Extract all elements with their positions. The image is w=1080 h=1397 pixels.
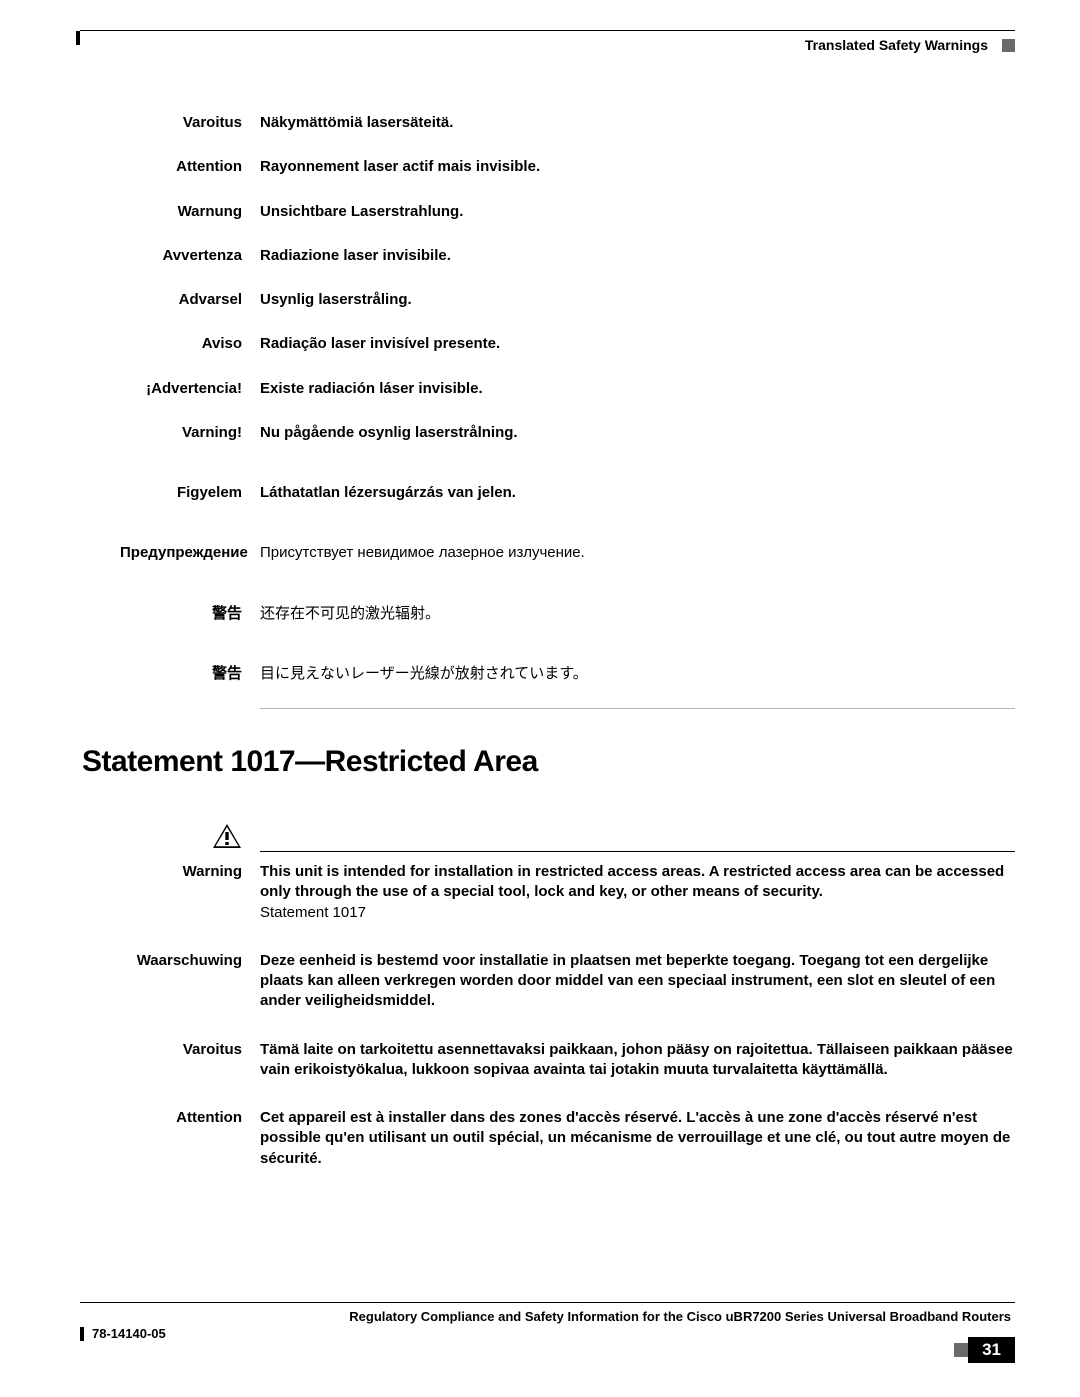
statement-text-main: Cet appareil est à installer dans des zo… <box>260 1109 1010 1167</box>
running-header: Translated Safety Warnings <box>80 37 1015 53</box>
page-number-box: 31 <box>954 1337 1015 1363</box>
statement-row: AttentionCet appareil est à installer da… <box>120 1108 1015 1169</box>
warning-label: Varning! <box>120 423 260 443</box>
footer-doc-id: 78-14140-05 <box>92 1326 166 1341</box>
header-marker-square <box>1002 39 1015 52</box>
warning-row: AvvertenzaRadiazione laser invisibile. <box>120 246 1015 266</box>
statement-label: Varoitus <box>120 1040 260 1060</box>
warning-text: Unsichtbare Laserstrahlung. <box>260 202 1015 222</box>
statement-label: Waarschuwing <box>120 951 260 971</box>
statement-label: Attention <box>120 1108 260 1128</box>
footer-row: Regulatory Compliance and Safety Informa… <box>80 1309 1015 1324</box>
page-number: 31 <box>968 1337 1015 1363</box>
footer-tick <box>80 1327 84 1341</box>
statement-text: Deze eenheid is bestemd voor installatie… <box>260 951 1015 1012</box>
warning-label: ¡Advertencia! <box>120 379 260 399</box>
warning-text: Usynlig laserstråling. <box>260 290 1015 310</box>
warning-row: AdvarselUsynlig laserstråling. <box>120 290 1015 310</box>
statement-row: VaroitusTämä laite on tarkoitettu asenne… <box>120 1040 1015 1081</box>
warning-row: AvisoRadiação laser invisível presente. <box>120 334 1015 354</box>
warning-row: VaroitusNäkymättömiä lasersäteitä. <box>120 113 1015 133</box>
document-page: Translated Safety Warnings VaroitusNäkym… <box>80 30 1015 1357</box>
warning-row: AttentionRayonnement laser actif mais in… <box>120 157 1015 177</box>
warning-row: 警告还存在不可见的激光辐射。 <box>120 604 1015 624</box>
statement-text-main: Deze eenheid is bestemd voor installatie… <box>260 952 995 1010</box>
warning-label: Предупреждение <box>120 543 260 563</box>
statement-text-main: This unit is intended for installation i… <box>260 863 1004 900</box>
warning-label: Avvertenza <box>120 246 260 266</box>
warning-icon-cell <box>120 823 260 854</box>
warning-label: Attention <box>120 157 260 177</box>
warning-row: 警告目に見えないレーザー光線が放射されています。 <box>120 664 1015 684</box>
footer-row-2: 78-14140-05 <box>80 1326 1015 1341</box>
warning-label: Warnung <box>120 202 260 222</box>
warning-row: Varning!Nu pågående osynlig laserstrålni… <box>120 423 1015 443</box>
warning-text: Existe radiación láser invisible. <box>260 379 1015 399</box>
warning-row: ПредупреждениеПрисутствует невидимое лаз… <box>120 543 1015 563</box>
warning-triangle-icon <box>212 823 242 854</box>
top-rule <box>80 30 1015 31</box>
warning-text: Radiação laser invisível presente. <box>260 334 1015 354</box>
statement-note: Statement 1017 <box>260 904 366 921</box>
warning-row: ¡Advertencia!Existe radiación láser invi… <box>120 379 1015 399</box>
warning-row: WarnungUnsichtbare Laserstrahlung. <box>120 202 1015 222</box>
footer-left: 78-14140-05 <box>80 1326 166 1341</box>
page-footer: Regulatory Compliance and Safety Informa… <box>80 1302 1015 1341</box>
warning-text: 目に見えないレーザー光線が放射されています。 <box>260 664 1015 684</box>
warning-text: Láthatatlan lézersugárzás van jelen. <box>260 483 1015 503</box>
warning-label: 警告 <box>120 664 260 684</box>
statement-text: Tämä laite on tarkoitettu asennettavaksi… <box>260 1040 1015 1081</box>
header-section-title: Translated Safety Warnings <box>805 37 988 53</box>
footer-rule <box>80 1302 1015 1303</box>
icon-rule <box>260 851 1015 852</box>
warning-text: Radiazione laser invisibile. <box>260 246 1015 266</box>
warning-label: Figyelem <box>120 483 260 503</box>
page-number-accent <box>954 1343 968 1357</box>
laser-warnings-list: VaroitusNäkymättömiä lasersäteitä. Attent… <box>120 113 1015 684</box>
statement-row: WaarschuwingDeze eenheid is bestemd voor… <box>120 951 1015 1012</box>
statement-text: This unit is intended for installation i… <box>260 862 1015 923</box>
statement-label: Warning <box>120 862 260 882</box>
warning-text: 还存在不可见的激光辐射。 <box>260 604 1015 624</box>
warning-label: Varoitus <box>120 113 260 133</box>
statement-row: WarningThis unit is intended for install… <box>120 862 1015 923</box>
warning-row: FigyelemLáthatatlan lézersugárzás van je… <box>120 483 1015 503</box>
warning-icon-row <box>120 823 1015 854</box>
statement-heading: Statement 1017—Restricted Area <box>82 745 1015 779</box>
statement-text: Cet appareil est à installer dans des zo… <box>260 1108 1015 1169</box>
statement-text-main: Tämä laite on tarkoitettu asennettavaksi… <box>260 1041 1013 1078</box>
section-divider <box>260 708 1015 709</box>
warning-text: Nu pågående osynlig laserstrålning. <box>260 423 1015 443</box>
warning-text: Присутствует невидимое лазерное излучени… <box>260 543 1015 563</box>
warning-label: Advarsel <box>120 290 260 310</box>
warning-text: Näkymättömiä lasersäteitä. <box>260 113 1015 133</box>
warning-text: Rayonnement laser actif mais invisible. <box>260 157 1015 177</box>
rule-tick <box>76 31 80 45</box>
statement-warnings-list: WarningThis unit is intended for install… <box>120 862 1015 1169</box>
warning-label: Aviso <box>120 334 260 354</box>
warning-label: 警告 <box>120 604 260 624</box>
footer-doc-title: Regulatory Compliance and Safety Informa… <box>80 1309 1015 1324</box>
